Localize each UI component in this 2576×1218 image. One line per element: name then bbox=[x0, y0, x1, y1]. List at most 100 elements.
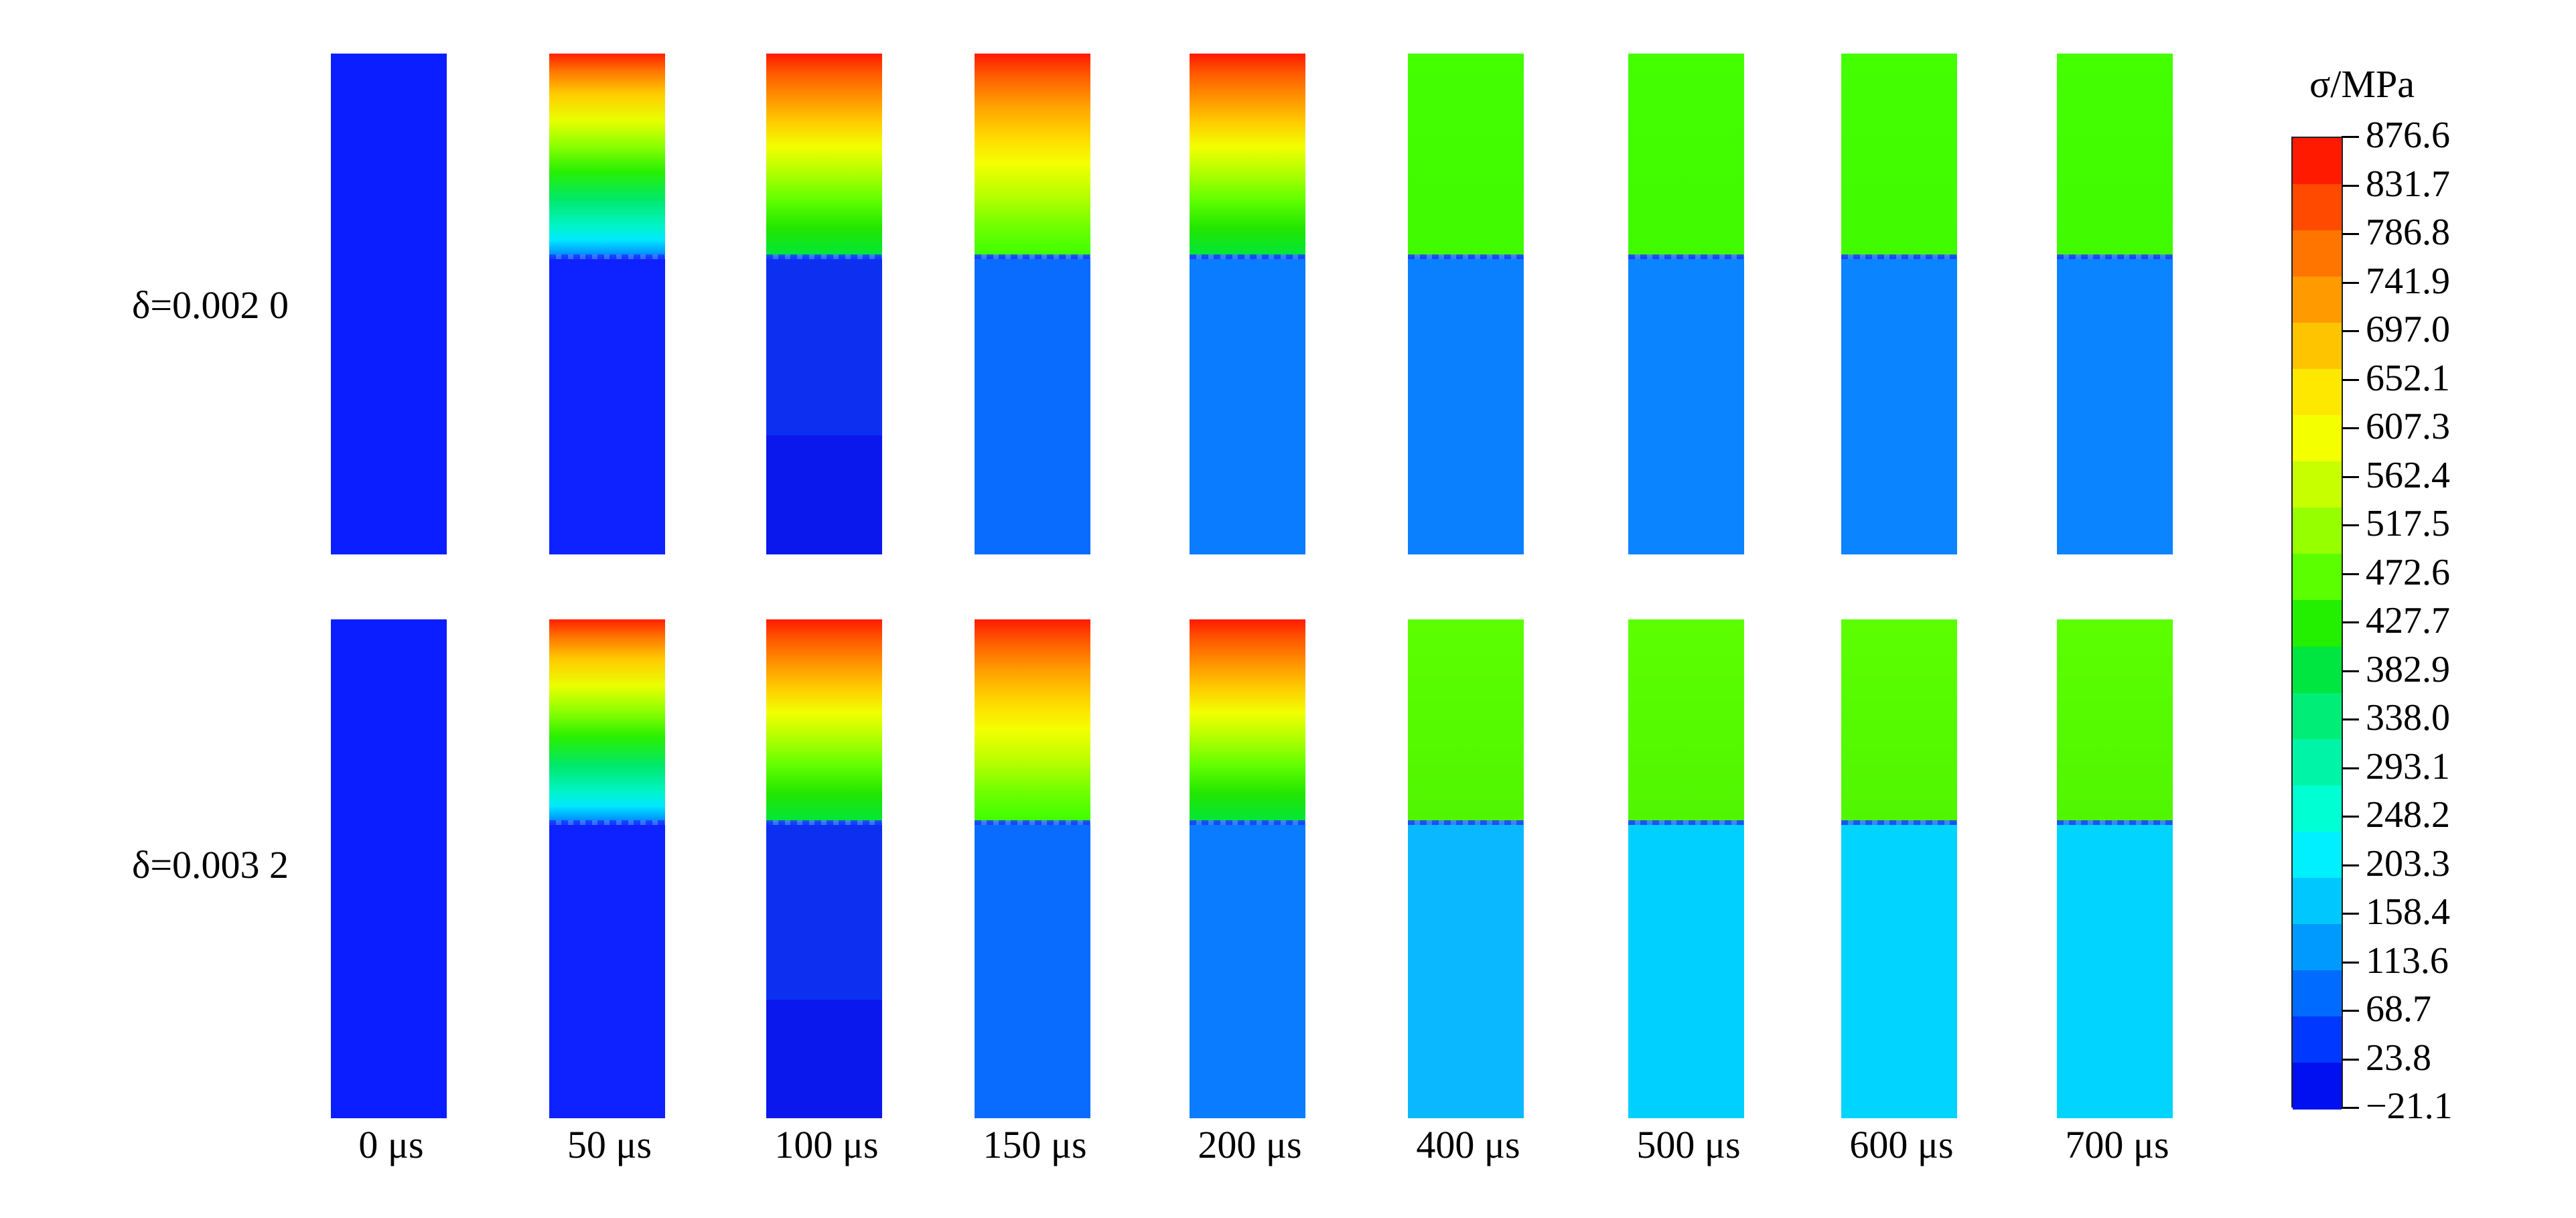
colorbar-band bbox=[2293, 739, 2342, 786]
contour-lower-region bbox=[1841, 256, 1957, 554]
contour-lower-region bbox=[2057, 256, 2173, 554]
colorbar-band bbox=[2293, 831, 2342, 879]
interface-line bbox=[2057, 820, 2173, 825]
colorbar-value: 607.3 bbox=[2366, 406, 2450, 447]
time-label-700: 700 μs bbox=[2065, 1123, 2169, 1166]
contour-panel bbox=[331, 54, 447, 554]
contour-panel bbox=[1190, 619, 1305, 1118]
contour-upper-region bbox=[1628, 619, 1744, 822]
colorbar-band bbox=[2293, 600, 2342, 648]
colorbar-band bbox=[2293, 277, 2342, 324]
colorbar-band bbox=[2293, 554, 2342, 601]
contour-lower-region bbox=[549, 256, 665, 554]
colorbar-tick bbox=[2342, 1058, 2359, 1061]
contour-lower-region bbox=[766, 822, 882, 1118]
time-label-500: 500 μs bbox=[1636, 1123, 1741, 1166]
contour-upper-region bbox=[1408, 54, 1524, 256]
contour-panel bbox=[2057, 619, 2173, 1118]
interface-line bbox=[1408, 254, 1524, 259]
colorbar-value: 68.7 bbox=[2366, 988, 2431, 1030]
colorbar-tick bbox=[2342, 1010, 2359, 1012]
row-label-0020: δ=0.002 0 bbox=[132, 283, 289, 327]
colorbar-tick bbox=[2342, 864, 2359, 866]
colorbar-value: 876.6 bbox=[2366, 115, 2450, 156]
colorbar-band bbox=[2293, 877, 2342, 925]
interface-line bbox=[975, 820, 1090, 825]
interface-line bbox=[2057, 254, 2173, 259]
colorbar-band bbox=[2293, 1062, 2342, 1110]
contour-panel bbox=[331, 619, 447, 1118]
contour-panel bbox=[1841, 54, 1957, 554]
colorbar-tick bbox=[2342, 1107, 2359, 1109]
colorbar-value: 472.6 bbox=[2366, 551, 2450, 593]
colorbar-value: 427.7 bbox=[2366, 600, 2450, 641]
colorbar-tick bbox=[2342, 670, 2359, 672]
contour-lower-region bbox=[2057, 822, 2173, 1118]
colorbar-value: 158.4 bbox=[2366, 891, 2450, 933]
contour-lower-region bbox=[766, 256, 882, 554]
interface-line bbox=[549, 254, 665, 259]
interface-line bbox=[1190, 254, 1305, 259]
colorbar-tick bbox=[2342, 621, 2359, 623]
colorbar-value: 741.9 bbox=[2366, 260, 2450, 302]
colorbar-band bbox=[2293, 646, 2342, 694]
colorbar-value: 113.6 bbox=[2366, 939, 2449, 982]
colorbar-tick bbox=[2342, 961, 2359, 964]
contour-panel bbox=[766, 619, 882, 1118]
contour-panel bbox=[1408, 54, 1524, 554]
colorbar-value: 338.0 bbox=[2366, 697, 2450, 739]
colorbar-tick bbox=[2342, 718, 2359, 720]
contour-upper-region bbox=[1841, 54, 1957, 256]
colorbar-value: 382.9 bbox=[2366, 648, 2450, 690]
colorbar-tick bbox=[2342, 281, 2359, 284]
colorbar-band bbox=[2293, 970, 2342, 1017]
contour-upper-region bbox=[975, 54, 1090, 256]
colorbar-band bbox=[2293, 1016, 2342, 1063]
colorbar-band bbox=[2293, 785, 2342, 832]
interface-line bbox=[1628, 254, 1744, 259]
colorbar-tick bbox=[2342, 136, 2359, 138]
contour-lower-region bbox=[1408, 256, 1524, 554]
colorbar-value: 786.8 bbox=[2366, 212, 2450, 253]
time-label-100: 100 μs bbox=[774, 1123, 879, 1166]
colorbar-value: 23.8 bbox=[2366, 1037, 2431, 1079]
colorbar-tick bbox=[2342, 330, 2359, 332]
colorbar-value: 293.1 bbox=[2366, 745, 2450, 787]
colorbar-tick bbox=[2342, 233, 2359, 235]
interface-line bbox=[975, 254, 1090, 259]
colorbar-tick bbox=[2342, 427, 2359, 429]
contour-upper-region bbox=[549, 619, 665, 822]
contour-lower-region bbox=[1841, 822, 1957, 1118]
colorbar-tick bbox=[2342, 767, 2359, 769]
colorbar-value: 517.5 bbox=[2366, 503, 2450, 544]
colorbar-tick bbox=[2342, 573, 2359, 575]
time-label-150: 150 μs bbox=[983, 1123, 1087, 1166]
colorbar-band bbox=[2293, 138, 2342, 185]
colorbar-tick bbox=[2342, 378, 2359, 381]
contour-lower-region bbox=[1190, 256, 1305, 554]
contour-lower-region bbox=[1628, 822, 1744, 1118]
interface-line bbox=[549, 820, 665, 825]
contour-upper-region bbox=[1628, 54, 1744, 256]
colorbar-band bbox=[2293, 323, 2342, 370]
colorbar-value: 562.4 bbox=[2366, 454, 2450, 496]
contour-lower-region bbox=[1408, 822, 1524, 1118]
colorbar-tick bbox=[2342, 475, 2359, 478]
interface-line bbox=[766, 254, 882, 259]
time-label-200: 200 μs bbox=[1198, 1123, 1302, 1166]
contour-upper-region bbox=[2057, 54, 2173, 256]
colorbar-value: 652.1 bbox=[2366, 357, 2450, 399]
time-label-50: 50 μs bbox=[567, 1123, 652, 1166]
contour-upper-region bbox=[549, 54, 665, 256]
contour-upper-region bbox=[1841, 619, 1957, 822]
colorbar-title: σ/MPa bbox=[2309, 62, 2415, 106]
contour-panel bbox=[549, 619, 665, 1118]
contour-panel bbox=[1628, 619, 1744, 1118]
interface-line bbox=[766, 820, 882, 825]
contour-panel bbox=[1628, 54, 1744, 554]
contour-panel bbox=[1190, 54, 1305, 554]
interface-line bbox=[1190, 820, 1305, 825]
contour-panel bbox=[975, 54, 1090, 554]
contour-lower-region bbox=[1628, 256, 1744, 554]
contour-panel bbox=[2057, 54, 2173, 554]
